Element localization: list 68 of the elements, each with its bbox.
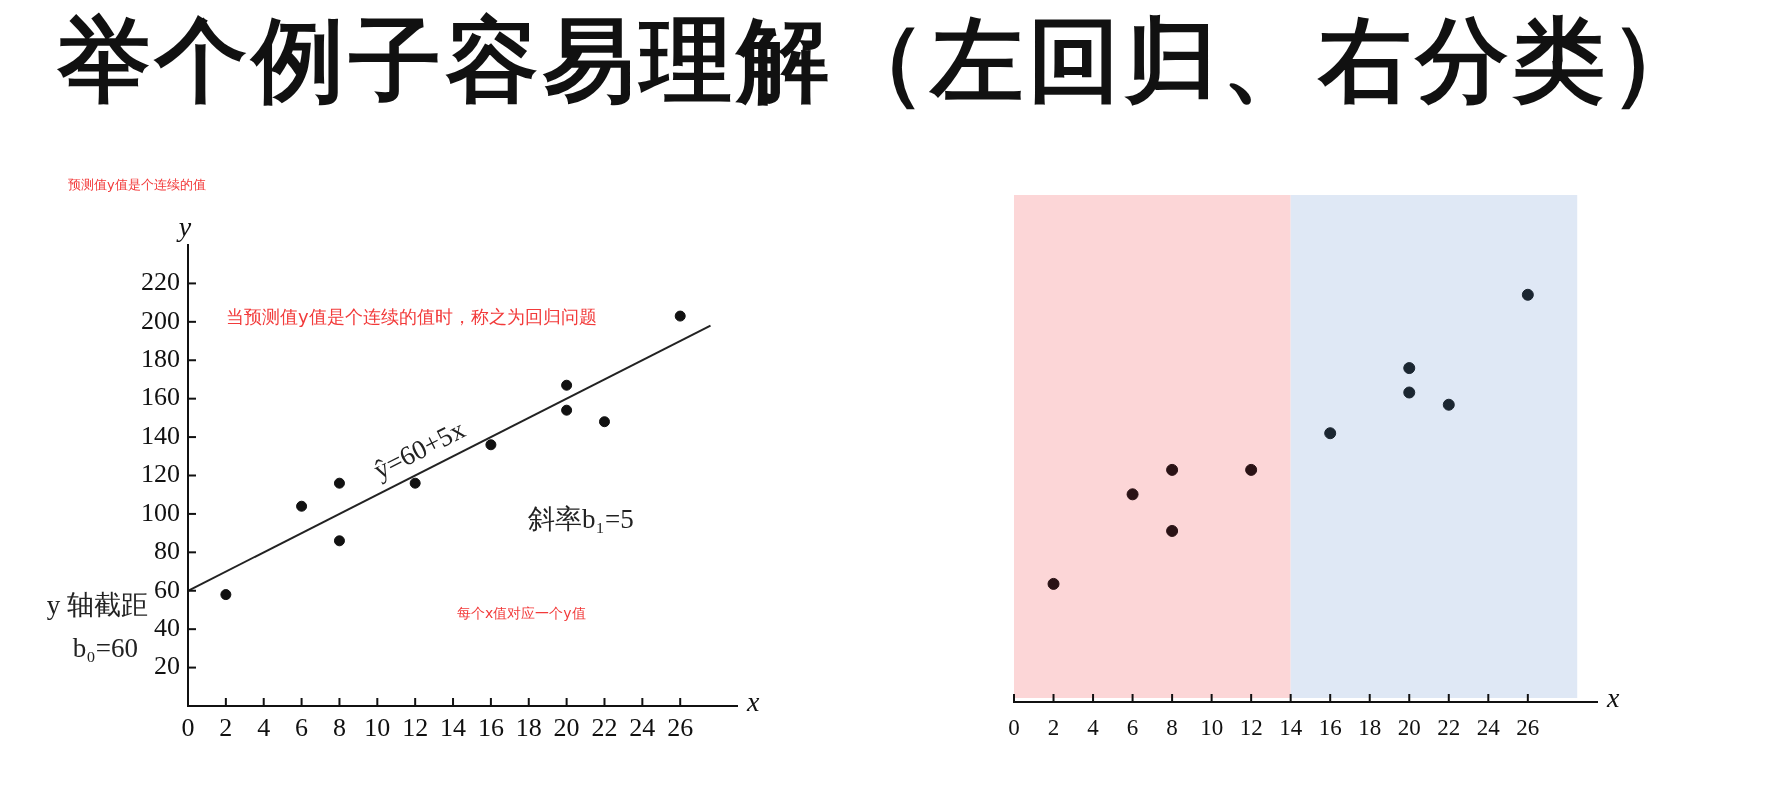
x-tick-label: 14: [1279, 714, 1303, 740]
point: [1521, 288, 1534, 301]
point: [1403, 362, 1416, 375]
y-tick-label: 100: [141, 497, 180, 527]
x-tick-label: 20: [1397, 714, 1421, 740]
x-tick-label: 24: [629, 713, 656, 743]
x-tick-label: 0: [181, 713, 195, 743]
x-tick-label: 24: [1476, 714, 1501, 740]
point: [1442, 398, 1455, 411]
x-tick-label: 18: [1358, 714, 1382, 740]
text: b₀=60: [72, 633, 138, 664]
point: [220, 589, 232, 601]
x-tick-label: 22: [1437, 714, 1461, 740]
x-tick-label: 18: [515, 713, 542, 743]
point: [333, 535, 345, 547]
x-tick-label: 0: [1008, 714, 1020, 740]
point: [1403, 386, 1416, 399]
x-tick-label: 16: [477, 713, 504, 743]
y-tick-label: 120: [141, 459, 180, 489]
point: [1245, 463, 1258, 476]
point: [674, 310, 686, 322]
point: [1166, 463, 1179, 476]
x-tick-label: 2: [1047, 714, 1060, 740]
point: [1324, 427, 1337, 440]
y-tick-label: 40: [154, 612, 180, 642]
annotation: 当预测值y值是个连续的值时，称之为回归问题: [226, 305, 597, 327]
x-tick-label: 8: [332, 713, 346, 743]
point: [561, 379, 573, 391]
y-tick-label: 20: [154, 651, 180, 681]
y-tick-label: 60: [154, 574, 180, 604]
y-tick-label: 200: [141, 305, 180, 335]
point: [296, 500, 308, 512]
x-tick-label: 26: [1516, 714, 1540, 740]
y-tick-label: 220: [141, 267, 180, 297]
x-tick-label: 14: [440, 713, 467, 743]
x-tick-label: 22: [591, 713, 618, 743]
y-tick-label: 80: [154, 536, 180, 566]
annotation: 每个x值对应一个y值: [457, 604, 586, 621]
chart-subtitle: 预测值y值是个连续的值: [68, 176, 206, 194]
x-tick-label: 6: [1126, 714, 1139, 740]
x-axis-title: x: [1606, 682, 1620, 714]
chart-title: 举个例子容易理解（左回归、右分类）: [58, 6, 1707, 116]
x-tick-label: 4: [257, 713, 271, 743]
point: [598, 416, 610, 428]
x-tick-label: 8: [1166, 714, 1178, 740]
x-axis-title: x: [746, 686, 760, 718]
x-tick-label: 4: [1087, 714, 1100, 740]
point: [561, 404, 573, 416]
point: [1126, 488, 1139, 501]
point: [485, 439, 497, 451]
x-tick-label: 10: [1200, 714, 1224, 740]
point: [333, 477, 345, 489]
text: y 轴截距: [46, 590, 148, 621]
y-tick-label: 160: [141, 382, 180, 412]
x-tick-label: 26: [667, 713, 694, 743]
x-tick-label: 12: [402, 713, 429, 743]
x-tick-label: 20: [553, 713, 580, 743]
point: [1166, 524, 1179, 537]
y-tick-label: 180: [141, 344, 180, 374]
annotation: 斜率b₁=5: [528, 504, 634, 535]
x-tick-label: 6: [295, 713, 309, 743]
point: [1047, 577, 1060, 590]
x-tick-label: 16: [1318, 714, 1342, 740]
y-tick-label: 140: [141, 420, 180, 450]
x-tick-label: 2: [219, 713, 233, 743]
x-tick-label: 12: [1239, 714, 1263, 740]
y-axis-title: y: [175, 211, 192, 243]
x-tick-label: 10: [364, 713, 391, 743]
